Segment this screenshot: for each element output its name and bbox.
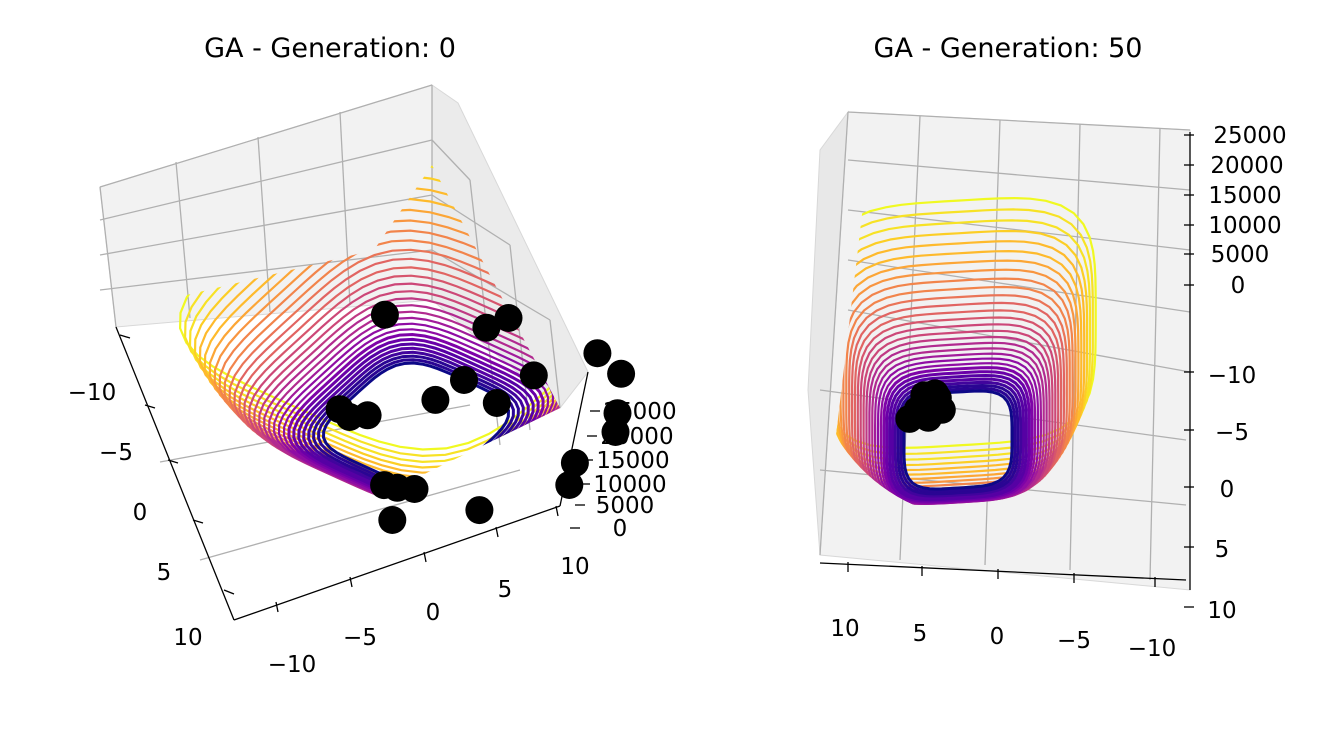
tick-mark bbox=[555, 505, 559, 517]
gridline bbox=[549, 319, 561, 409]
chart-title-right: GA - Generation: 50 bbox=[874, 33, 1143, 64]
x-tick-label-right: −5 bbox=[1057, 628, 1091, 654]
y-tick-label-left: 10 bbox=[560, 554, 589, 580]
y-tick-label-left: 5 bbox=[498, 577, 513, 603]
back-pane-right bbox=[819, 111, 1191, 591]
y-tick-label-right: −5 bbox=[1215, 420, 1249, 446]
gridline bbox=[99, 186, 117, 328]
y-axis-line-left bbox=[233, 505, 561, 621]
gridline bbox=[99, 139, 433, 221]
z-tick-label-right: 15000 bbox=[1208, 183, 1281, 209]
z-tick-label-right: 25000 bbox=[1213, 123, 1286, 149]
z-tick-label-left: 15000 bbox=[596, 448, 669, 474]
x-axis-line-right bbox=[819, 562, 1187, 581]
x-tick-label-left: −10 bbox=[68, 380, 117, 406]
tick-mark bbox=[119, 334, 131, 339]
x-tick-label-right: 10 bbox=[830, 616, 859, 642]
y-tick-label-left: 0 bbox=[426, 600, 441, 626]
y-tick-label-left: −10 bbox=[268, 652, 317, 678]
y-tick-label-right: −10 bbox=[1208, 363, 1257, 389]
contour-line bbox=[885, 370, 1031, 503]
gridline bbox=[431, 194, 511, 246]
gridline bbox=[847, 309, 1191, 373]
population-point bbox=[465, 496, 494, 525]
gridline bbox=[99, 84, 433, 188]
y-tick-label-right: 0 bbox=[1220, 477, 1235, 503]
x-axis-line-left bbox=[115, 326, 235, 621]
population-point bbox=[494, 304, 523, 332]
tick-mark bbox=[423, 551, 427, 563]
population-point bbox=[583, 339, 612, 368]
z-tick-label-right: 0 bbox=[1231, 273, 1246, 299]
gridline bbox=[99, 249, 433, 291]
population-point bbox=[370, 471, 399, 500]
population-point bbox=[325, 395, 354, 424]
gridline bbox=[819, 111, 849, 556]
z-tick-label-right: 10000 bbox=[1208, 213, 1281, 239]
population-point bbox=[603, 399, 632, 428]
gridline bbox=[199, 469, 521, 561]
axes-right: 10 5 0 −5 −10 −10 −5 0 5 10 0 5000 10000 15000 20000 25… bbox=[819, 123, 1287, 662]
x-tick-label-right: 5 bbox=[913, 621, 928, 647]
contour-line bbox=[888, 373, 1028, 502]
population-left bbox=[325, 300, 636, 534]
tick-mark bbox=[275, 601, 279, 613]
population-point bbox=[560, 448, 589, 477]
tick-mark bbox=[495, 526, 499, 538]
gridline bbox=[847, 159, 1191, 191]
gridline bbox=[99, 194, 433, 256]
pane-left bbox=[99, 84, 589, 561]
y-tick-label-right: 10 bbox=[1207, 598, 1236, 624]
x-tick-label-right: −10 bbox=[1128, 636, 1177, 662]
gridline bbox=[847, 111, 1191, 131]
z-tick-label-left: 10000 bbox=[593, 472, 666, 498]
population-point bbox=[370, 300, 399, 329]
z-tick-label-left: 5000 bbox=[596, 493, 655, 519]
tick-mark bbox=[192, 519, 204, 524]
population-point bbox=[607, 359, 636, 388]
tick-mark bbox=[144, 404, 156, 409]
population-point bbox=[472, 313, 501, 342]
population-point bbox=[450, 366, 478, 394]
contour-line bbox=[836, 208, 1094, 456]
population-point bbox=[921, 379, 949, 408]
population-point bbox=[555, 471, 584, 499]
x-tick-label-left: 5 bbox=[157, 560, 172, 586]
population-point bbox=[378, 506, 407, 534]
gridline bbox=[339, 111, 351, 306]
x-tick-label-right: 0 bbox=[990, 624, 1005, 650]
tick-mark bbox=[223, 589, 235, 595]
gridline bbox=[1149, 127, 1161, 581]
chart-title-left: GA - Generation: 0 bbox=[204, 33, 456, 64]
tick-mark bbox=[167, 459, 179, 464]
y-tick-label-left: −5 bbox=[343, 625, 377, 651]
gridline bbox=[431, 139, 471, 181]
subplot-generation-50: GA - Generation: 50 10 5 0 −5 −10 −10 −5 0 5 10 0 5… bbox=[807, 33, 1287, 662]
population-point bbox=[519, 361, 548, 390]
contour-line bbox=[183, 165, 560, 458]
population-point bbox=[482, 389, 511, 417]
gridline bbox=[257, 136, 271, 313]
tick-mark bbox=[349, 576, 353, 588]
x-tick-label-left: 0 bbox=[133, 500, 148, 526]
gridline bbox=[847, 259, 1191, 313]
contour-line bbox=[178, 165, 560, 451]
y-tick-label-right: 5 bbox=[1215, 537, 1230, 563]
surface-right bbox=[836, 196, 1097, 506]
z-tick-label-left: 0 bbox=[613, 516, 628, 542]
gridline bbox=[819, 389, 1187, 441]
population-point bbox=[421, 385, 450, 414]
subplot-generation-0: GA - Generation: 0 −10−50510−10−50510050… bbox=[68, 33, 677, 678]
gridline bbox=[431, 249, 551, 321]
z-tick-label-right: 5000 bbox=[1211, 242, 1270, 268]
x-tick-label-left: 10 bbox=[173, 625, 202, 651]
z-tick-label-right: 20000 bbox=[1210, 153, 1283, 179]
population-right bbox=[895, 379, 956, 433]
x-tick-label-left: −5 bbox=[99, 440, 133, 466]
back-pane-left bbox=[99, 84, 433, 328]
